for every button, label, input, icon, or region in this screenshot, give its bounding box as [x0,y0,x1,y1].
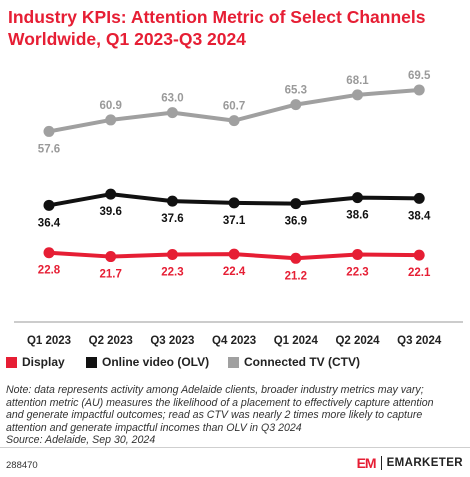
data-label: 21.7 [100,269,122,281]
data-label: 21.2 [285,270,307,282]
note-line: attention and generate impactful incomes… [6,421,302,434]
data-point [166,248,178,260]
legend-label-olv: Online video (OLV) [102,355,210,369]
legend-label-ctv: Connected TV (CTV) [244,355,360,369]
brand-separator [380,456,382,470]
data-point [290,252,302,264]
data-label: 38.6 [346,210,368,222]
data-point [290,198,302,210]
legend-swatch-display [6,356,17,368]
data-label: 65.3 [285,85,307,97]
line-chart: Q1 2023 Q2 2023 Q3 2023 Q4 2023 Q1 2024 Q2 20… [14,70,463,347]
data-point [43,199,55,211]
legend-swatch-ctv [228,356,239,368]
data-label: 68.1 [346,75,369,87]
data-label: 60.9 [100,100,122,112]
data-label: 22.8 [38,265,61,277]
legend: Display Online video (OLV) Connected TV … [6,355,466,371]
data-point [105,251,117,263]
data-point [228,248,240,260]
note-line: and generate impactful outcomes; read as… [6,409,423,422]
data-point [105,114,117,126]
x-tick-label: Q3 2024 [397,335,442,347]
data-point [290,99,302,111]
chart-title: Industry KPIs: Attention Metric of Selec… [8,7,426,49]
x-tick-label: Q2 2024 [335,335,380,347]
brand-mark-icon: EM [356,455,377,471]
legend-label-display: Display [22,355,65,369]
data-point [228,197,240,209]
data-label: 69.5 [408,70,431,82]
data-point [105,188,117,200]
data-point [413,192,425,204]
data-point [43,247,55,259]
data-point [352,192,363,204]
data-point [166,195,178,207]
data-label: 37.1 [223,215,246,227]
x-tick-label: Q1 2024 [274,335,319,347]
data-label: 60.7 [223,101,245,113]
data-label: 63.0 [161,93,183,105]
data-point [43,125,55,137]
x-tick-label: Q1 2023 [27,335,71,347]
data-label: 36.4 [38,217,61,229]
note-line: Note: data represents activity among Ade… [6,384,424,396]
brand-name: EMARKETER [386,457,463,469]
data-point [352,248,363,260]
data-label: 22.3 [346,266,368,278]
data-label: 36.9 [285,216,307,228]
footer-divider [0,447,470,448]
brand-logo: EM EMARKETER [357,455,463,471]
data-label: 22.1 [408,267,431,279]
data-label: 39.6 [100,206,122,218]
data-point [166,107,178,119]
legend-swatch-olv [86,356,97,368]
legend-item-ctv: Connected TV (CTV) [228,355,360,369]
data-label: 38.4 [408,210,431,222]
legend-item-display: Display [6,355,65,369]
x-tick-label: Q2 2023 [89,335,133,347]
note-line: attention metric (AU) measures the likel… [6,396,434,409]
data-label: 22.3 [161,266,183,278]
x-tick-label: Q3 2023 [150,335,194,347]
source-line: Source: Adelaide, Sep 30, 2024 [6,434,156,447]
data-label: 57.6 [38,143,60,155]
data-label: 37.6 [161,213,183,225]
data-label: 22.4 [223,266,246,278]
chart-note: Note: data represents activity among Ade… [6,384,464,447]
data-point [228,115,240,127]
data-point [413,84,425,96]
data-point [352,89,363,101]
data-point [413,249,425,261]
x-tick-label: Q4 2023 [212,335,256,347]
legend-item-olv: Online video (OLV) [86,355,209,369]
chart-id: 288470 [6,460,38,471]
